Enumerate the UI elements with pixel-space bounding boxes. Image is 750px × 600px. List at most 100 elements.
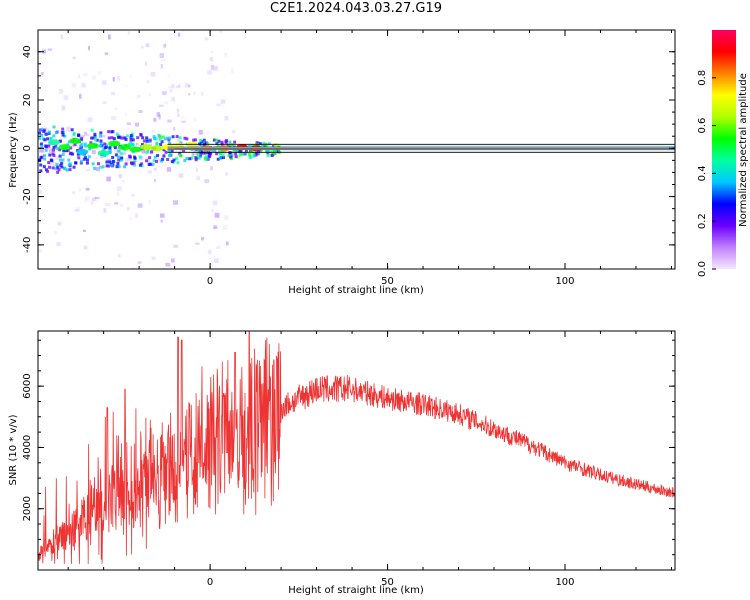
spectrogram-speckle <box>59 88 63 94</box>
spectrogram-cell <box>96 162 100 166</box>
spectrogram-speckle <box>90 201 94 205</box>
spectrogram-speckle <box>164 101 169 104</box>
spectrogram-speckle <box>137 203 143 208</box>
spectrogram-cell <box>148 140 152 144</box>
spectrogram-speckle <box>38 176 41 180</box>
spectrogram-cell <box>250 149 254 153</box>
spectrogram-speckle <box>156 158 162 162</box>
spectrogram-speckle <box>179 148 183 154</box>
spectrogram-speckle <box>118 148 124 154</box>
spectrogram-cell <box>228 151 232 155</box>
spectrogram-cell <box>201 151 205 155</box>
spectrogram-cell <box>129 134 133 138</box>
spectrogram-cell <box>272 151 276 155</box>
spectrogram-cell <box>138 163 142 167</box>
spectrogram-cell <box>83 153 87 157</box>
spectrogram-speckle <box>78 74 81 79</box>
spectrogram-cell <box>56 165 60 169</box>
spectrogram-cell <box>249 155 253 159</box>
spectrogram-cell <box>150 150 154 154</box>
spectrogram-cell <box>198 149 202 153</box>
spectrogram-cell <box>42 129 46 133</box>
snr-x-tick-label: 100 <box>555 577 574 588</box>
spectrogram-cell <box>155 142 159 146</box>
spectrogram-cell <box>222 156 226 160</box>
spectrogram-blob <box>140 144 153 151</box>
spectrogram-cell <box>91 162 95 166</box>
spectrogram-cell <box>55 162 59 166</box>
spectrogram-cell <box>58 139 62 143</box>
spectrogram-cell <box>254 153 258 157</box>
spectrogram-cell <box>68 168 72 172</box>
spectrogram-speckle <box>66 126 71 132</box>
spectrogram-cell <box>44 168 48 172</box>
spectrogram-cell <box>51 166 55 170</box>
spectrogram-speckle <box>71 83 77 88</box>
spectrogram-speckle <box>177 84 181 87</box>
spectrogram-cell <box>108 150 112 154</box>
spectrogram-speckle <box>96 166 100 172</box>
spectrogram-cell <box>68 152 72 156</box>
spectrogram-speckle <box>120 203 124 207</box>
spectrogram-cell <box>132 161 136 165</box>
spectrogram-speckle <box>105 202 111 207</box>
spectrogram-speckle <box>173 127 176 131</box>
spectrogram-cell <box>236 149 240 153</box>
spectrogram-cell <box>143 139 147 143</box>
spectrogram-cell <box>77 156 81 160</box>
spectrogram-cell <box>113 146 117 150</box>
spectrogram-cell <box>83 156 87 160</box>
spectrogram-cell <box>152 135 156 139</box>
spectrogram-speckle <box>167 119 172 123</box>
spectrogram-cell <box>99 143 103 147</box>
spectrogram-speckle <box>173 200 179 205</box>
spectrogram-speckle <box>210 166 213 171</box>
spectrogram-speckle <box>224 172 229 176</box>
spectrogram-cell <box>162 148 166 152</box>
spectrogram-y-label: Frequency (Hz) <box>8 112 19 188</box>
spectrogram-speckle <box>85 169 91 172</box>
spectrogram-cell <box>111 160 115 164</box>
spectrogram-speckle <box>201 91 204 96</box>
spectrogram-cell <box>83 142 87 146</box>
spectrogram-blob <box>47 139 60 146</box>
spectrogram-speckle <box>83 245 88 250</box>
spectrogram-speckle <box>184 83 189 88</box>
spectrogram-cell <box>154 159 158 163</box>
spectrogram-cell <box>157 133 161 137</box>
spectrogram-cell <box>129 142 133 146</box>
spectrogram-cell <box>42 165 46 169</box>
spectrogram-cell <box>258 142 262 146</box>
spectrogram-cell <box>120 156 124 160</box>
spectrogram-cell <box>215 152 219 156</box>
spectrogram-blob <box>150 145 163 152</box>
spectrogram-cell <box>118 135 122 139</box>
spectrogram-cell <box>40 127 44 131</box>
spectrogram-cell <box>166 157 170 161</box>
spectrogram-cell <box>99 141 103 145</box>
spectrogram-cell <box>168 152 172 156</box>
spectrogram-cell <box>117 165 121 169</box>
spectrogram-cell <box>78 147 82 151</box>
spectrogram-speckle <box>103 207 107 213</box>
spectrogram-cell <box>218 156 222 160</box>
spectrogram-cell <box>73 143 77 147</box>
spectrogram-speckle <box>177 113 180 117</box>
spectrogram-speckle <box>100 134 106 138</box>
spectrogram-cell <box>116 134 120 138</box>
spectrogram-cell <box>148 156 152 160</box>
spectrogram-cell <box>107 136 111 140</box>
spectrogram-speckle <box>138 110 143 114</box>
snr-y-tick-label: 2000 <box>22 496 33 521</box>
spectrogram-cell <box>58 148 62 152</box>
spectrogram-speckle <box>91 150 96 155</box>
spectrogram-speckle <box>193 151 198 155</box>
spectrogram-speckle <box>115 107 118 110</box>
spectrogram-cell <box>120 158 124 162</box>
spectrogram-cell <box>138 155 142 159</box>
spectrogram-cell <box>163 137 167 141</box>
spectrogram-cell <box>128 154 132 158</box>
spectrogram-blob <box>129 146 142 153</box>
spectrogram-speckle <box>113 148 119 153</box>
spectrogram-y-tick-label: 20 <box>22 94 33 107</box>
